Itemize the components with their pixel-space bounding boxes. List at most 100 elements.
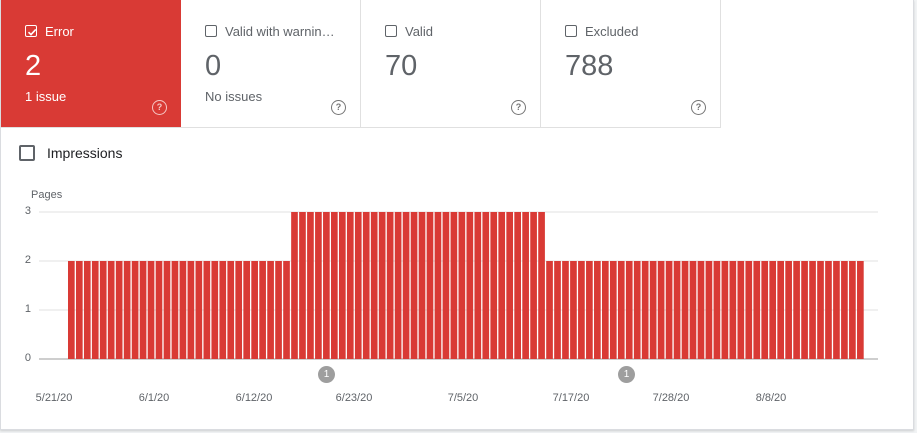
bar[interactable] [370,212,378,359]
bar[interactable] [538,212,545,359]
bar[interactable] [721,261,729,359]
bar[interactable] [163,261,171,359]
bar[interactable] [315,212,322,359]
bar[interactable] [809,261,816,359]
bar[interactable] [171,261,179,359]
bar[interactable] [394,212,402,359]
bar[interactable] [681,261,689,359]
bar[interactable] [793,261,800,359]
bar[interactable] [554,261,561,359]
bar[interactable] [673,261,681,359]
bar[interactable] [179,261,187,359]
bar[interactable] [801,261,808,359]
bar[interactable] [259,261,266,359]
bar[interactable] [307,212,314,359]
bar[interactable] [275,261,282,359]
bar[interactable] [155,261,163,359]
bar[interactable] [570,261,577,359]
bar[interactable] [131,261,139,359]
bar[interactable] [506,212,514,359]
bar[interactable] [187,261,195,359]
bar[interactable] [450,212,458,359]
bar[interactable] [323,212,330,359]
bar[interactable] [123,261,131,359]
help-circle-icon[interactable]: ? [691,100,706,115]
bar[interactable] [514,212,521,359]
bar[interactable] [466,212,474,359]
checkbox-icon[interactable] [205,25,217,37]
bar[interactable] [107,261,115,359]
annotation-marker-icon[interactable]: 1 [318,366,335,383]
bar[interactable] [482,212,490,359]
bar[interactable] [769,261,777,359]
bar[interactable] [442,212,450,359]
bar[interactable] [338,212,346,359]
bar[interactable] [657,261,665,359]
bar[interactable] [833,261,840,359]
bar[interactable] [235,261,243,359]
bar[interactable] [777,261,784,359]
bar[interactable] [578,261,585,359]
bar[interactable] [410,212,418,359]
bar[interactable] [697,261,705,359]
bar[interactable] [243,261,251,359]
tile-valid-with-warnings[interactable]: Valid with warnin… 0 No issues ? [181,0,361,128]
bar[interactable] [665,261,673,359]
bar[interactable] [211,261,219,359]
bar[interactable] [386,212,394,359]
bar[interactable] [498,212,506,359]
bar[interactable] [362,212,370,359]
bar[interactable] [91,261,99,359]
bar[interactable] [689,261,697,359]
checkbox-icon[interactable] [19,145,35,161]
bar[interactable] [426,212,434,359]
bar[interactable] [737,261,745,359]
bar[interactable] [227,261,235,359]
bar[interactable] [331,212,338,359]
bar[interactable] [849,261,856,359]
bar[interactable] [586,261,593,359]
checkbox-icon[interactable] [385,25,397,37]
bar[interactable] [530,212,537,359]
bar[interactable] [745,261,753,359]
bar[interactable] [195,261,203,359]
bar[interactable] [857,261,864,359]
bar[interactable] [785,261,792,359]
bar[interactable] [139,261,147,359]
bar[interactable] [633,261,641,359]
bar[interactable] [402,212,410,359]
bar[interactable] [346,212,354,359]
bar[interactable] [753,261,761,359]
bar[interactable] [378,212,386,359]
bar[interactable] [713,261,721,359]
bar[interactable] [147,261,155,359]
help-circle-icon[interactable]: ? [511,100,526,115]
checkbox-icon[interactable] [25,25,37,37]
bar[interactable] [825,261,832,359]
bar[interactable] [354,212,362,359]
bar[interactable] [83,261,91,359]
bar[interactable] [115,261,123,359]
checkbox-icon[interactable] [565,25,577,37]
bar[interactable] [562,261,569,359]
bar[interactable] [291,212,298,359]
bar[interactable] [283,261,290,359]
annotation-marker-icon[interactable]: 1 [618,366,635,383]
help-circle-icon[interactable]: ? [152,100,167,115]
bar[interactable] [522,212,529,359]
bar[interactable] [594,261,601,359]
bar[interactable] [729,261,737,359]
bar[interactable] [609,261,617,359]
bar[interactable] [705,261,713,359]
bar[interactable] [99,261,107,359]
help-circle-icon[interactable]: ? [331,100,346,115]
bar[interactable] [649,261,657,359]
tile-valid[interactable]: Valid 70 ? [361,0,541,128]
bar[interactable] [418,212,426,359]
bar[interactable] [458,212,466,359]
tile-error[interactable]: Error 2 1 issue ? [1,0,181,128]
bar[interactable] [219,261,227,359]
bar[interactable] [625,261,633,359]
bar[interactable] [75,261,83,359]
bar[interactable] [267,261,274,359]
